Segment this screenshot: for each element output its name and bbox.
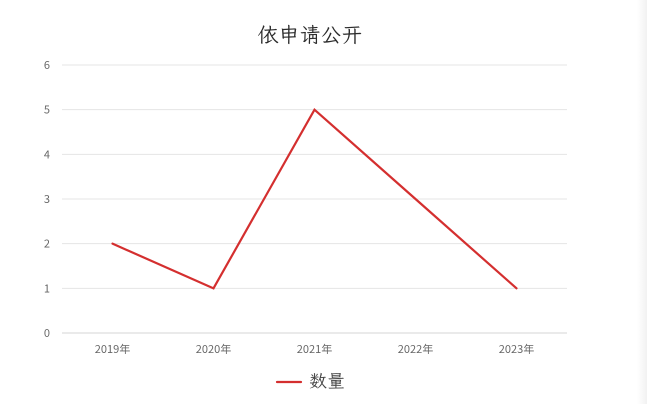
svg-text:数量: 数量 [309, 369, 345, 393]
svg-text:2021年: 2021年 [297, 341, 332, 357]
svg-text:2023年: 2023年 [499, 341, 534, 357]
svg-text:6: 6 [44, 57, 50, 73]
svg-text:1: 1 [44, 280, 50, 296]
svg-text:5: 5 [44, 102, 50, 118]
svg-text:0: 0 [44, 325, 50, 341]
svg-text:2020年: 2020年 [196, 341, 231, 357]
svg-text:2: 2 [44, 236, 50, 252]
svg-text:3: 3 [44, 191, 50, 207]
svg-text:2022年: 2022年 [398, 341, 433, 357]
svg-text:4: 4 [44, 146, 50, 162]
svg-text:2019年: 2019年 [95, 341, 130, 357]
